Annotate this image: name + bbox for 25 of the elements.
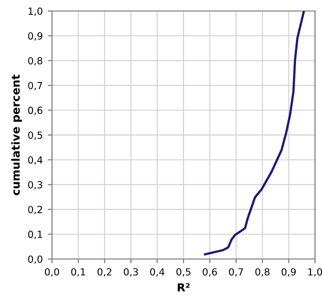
y-tick-label: 0,0 — [28, 255, 42, 264]
x-tick-label: 0,5 — [176, 268, 190, 277]
x-tick-label: 0,4 — [150, 268, 164, 277]
x-tick-label: 1,0 — [308, 268, 322, 277]
x-tick-label: 0,2 — [98, 268, 112, 277]
y-tick-label: 1,0 — [28, 7, 42, 16]
y-tick-label: 0,7 — [28, 82, 42, 90]
x-tick-label: 0,9 — [282, 268, 296, 277]
y-axis-title: cumulative percent — [11, 74, 22, 196]
y-tick-label: 0,9 — [28, 32, 42, 41]
y-tick-label: 0,1 — [28, 230, 42, 240]
x-tick-label: 0,0 — [44, 268, 60, 277]
x-tick-label: 0,1 — [71, 268, 86, 277]
y-tick-label: 0,3 — [28, 181, 42, 190]
y-tick-label: 0,4 — [28, 156, 42, 165]
x-axis-title: R² — [178, 283, 190, 292]
x-tick-label: 0,8 — [255, 268, 270, 277]
y-tick-label: 0,5 — [28, 131, 42, 140]
y-tick-label: 0,2 — [28, 206, 42, 214]
x-tick-label: 0,6 — [202, 268, 217, 277]
x-tick-label: 0,3 — [124, 268, 138, 277]
y-tick-label: 0,6 — [28, 106, 42, 116]
x-tick-label: 0,7 — [229, 268, 243, 277]
y-tick-label: 0,8 — [28, 57, 42, 66]
line-series — [204, 11, 306, 256]
